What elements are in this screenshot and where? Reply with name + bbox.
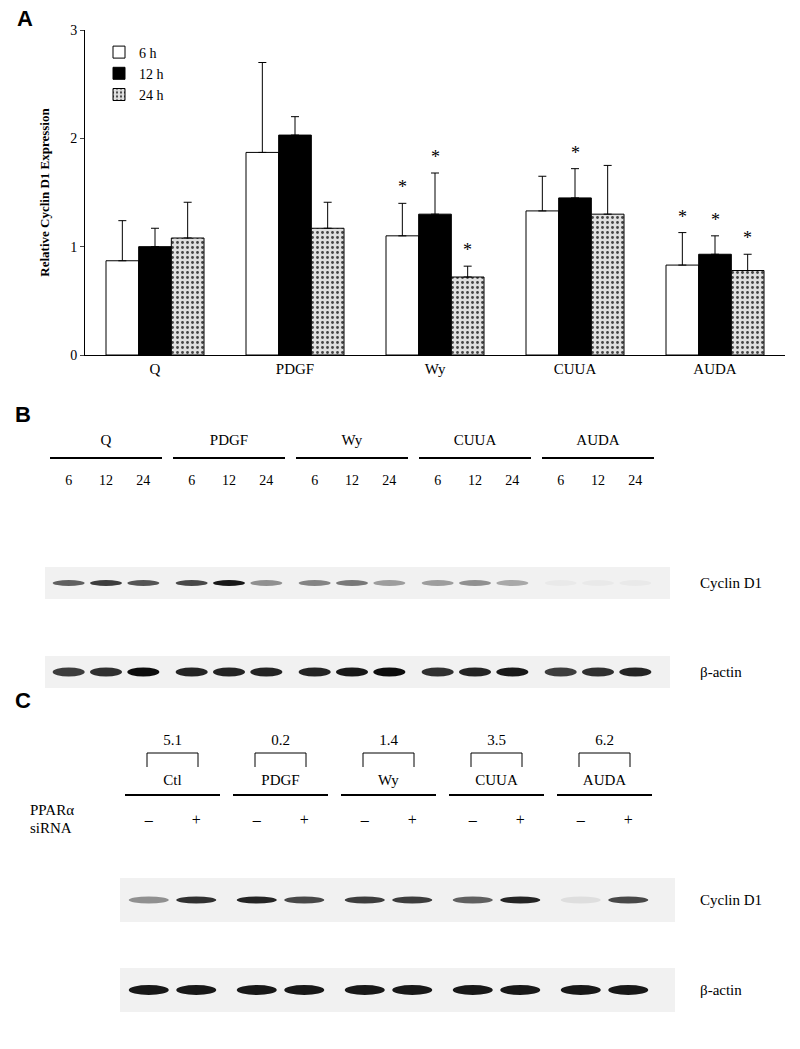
svg-text:6 h: 6 h bbox=[139, 46, 157, 61]
svg-text:CUUA: CUUA bbox=[475, 772, 518, 788]
svg-text:12: 12 bbox=[468, 473, 482, 488]
svg-text:5.1: 5.1 bbox=[163, 732, 182, 748]
svg-text:6: 6 bbox=[65, 473, 72, 488]
svg-text:12: 12 bbox=[345, 473, 359, 488]
svg-text:Wy: Wy bbox=[425, 361, 446, 377]
svg-text:–: – bbox=[576, 811, 586, 828]
svg-text:24: 24 bbox=[382, 473, 396, 488]
svg-text:24: 24 bbox=[628, 473, 642, 488]
svg-text:Relative Cyclin D1 Expression: Relative Cyclin D1 Expression bbox=[37, 108, 52, 277]
svg-text:2: 2 bbox=[70, 131, 77, 146]
svg-text:C: C bbox=[15, 688, 31, 713]
svg-text:1: 1 bbox=[70, 240, 77, 255]
svg-text:6: 6 bbox=[557, 473, 564, 488]
svg-text:0: 0 bbox=[70, 348, 77, 363]
svg-text:+: + bbox=[300, 811, 309, 828]
svg-text:CUUA: CUUA bbox=[454, 432, 497, 448]
svg-text:+: + bbox=[624, 811, 633, 828]
svg-text:*: * bbox=[743, 228, 752, 248]
svg-text:–: – bbox=[360, 811, 370, 828]
svg-text:24: 24 bbox=[505, 473, 519, 488]
svg-text:AUDA: AUDA bbox=[583, 772, 626, 788]
svg-text:+: + bbox=[408, 811, 417, 828]
svg-text:6: 6 bbox=[188, 473, 195, 488]
svg-text:–: – bbox=[468, 811, 478, 828]
svg-text:A: A bbox=[17, 6, 33, 31]
svg-text:6: 6 bbox=[434, 473, 441, 488]
svg-text:12: 12 bbox=[222, 473, 236, 488]
svg-text:12: 12 bbox=[591, 473, 605, 488]
svg-text:Q: Q bbox=[150, 361, 161, 377]
svg-text:*: * bbox=[431, 147, 440, 167]
svg-text:6: 6 bbox=[311, 473, 318, 488]
svg-text:β-actin: β-actin bbox=[700, 982, 742, 998]
svg-text:B: B bbox=[15, 402, 31, 427]
svg-text:*: * bbox=[678, 207, 687, 227]
svg-text:PDGF: PDGF bbox=[210, 432, 248, 448]
svg-text:PDGF: PDGF bbox=[261, 772, 299, 788]
svg-text:*: * bbox=[398, 177, 407, 197]
svg-text:*: * bbox=[571, 143, 580, 163]
svg-text:6.2: 6.2 bbox=[595, 732, 614, 748]
svg-text:PDGF: PDGF bbox=[276, 361, 314, 377]
svg-text:3: 3 bbox=[70, 23, 77, 38]
svg-text:–: – bbox=[252, 811, 262, 828]
svg-text:Q: Q bbox=[101, 432, 112, 448]
svg-text:siRNA: siRNA bbox=[30, 820, 72, 836]
svg-text:β-actin: β-actin bbox=[700, 664, 742, 680]
svg-text:+: + bbox=[516, 811, 525, 828]
svg-text:24 h: 24 h bbox=[139, 88, 164, 103]
svg-text:AUDA: AUDA bbox=[693, 361, 736, 377]
svg-text:Cyclin D1: Cyclin D1 bbox=[700, 575, 762, 591]
svg-text:Cyclin D1: Cyclin D1 bbox=[700, 892, 762, 908]
svg-text:24: 24 bbox=[136, 473, 150, 488]
svg-text:*: * bbox=[711, 210, 720, 230]
svg-text:CUUA: CUUA bbox=[554, 361, 597, 377]
svg-text:+: + bbox=[192, 811, 201, 828]
svg-text:1.4: 1.4 bbox=[379, 732, 398, 748]
svg-text:3.5: 3.5 bbox=[487, 732, 506, 748]
svg-text:Wy: Wy bbox=[378, 772, 399, 788]
svg-text:AUDA: AUDA bbox=[576, 432, 619, 448]
svg-text:12: 12 bbox=[99, 473, 113, 488]
svg-text:0.2: 0.2 bbox=[271, 732, 290, 748]
svg-text:Wy: Wy bbox=[342, 432, 363, 448]
svg-text:Ctl: Ctl bbox=[163, 772, 181, 788]
svg-text:12 h: 12 h bbox=[139, 67, 164, 82]
svg-text:24: 24 bbox=[259, 473, 273, 488]
svg-text:PPARα: PPARα bbox=[30, 802, 74, 818]
svg-text:*: * bbox=[463, 240, 472, 260]
svg-text:–: – bbox=[144, 811, 154, 828]
